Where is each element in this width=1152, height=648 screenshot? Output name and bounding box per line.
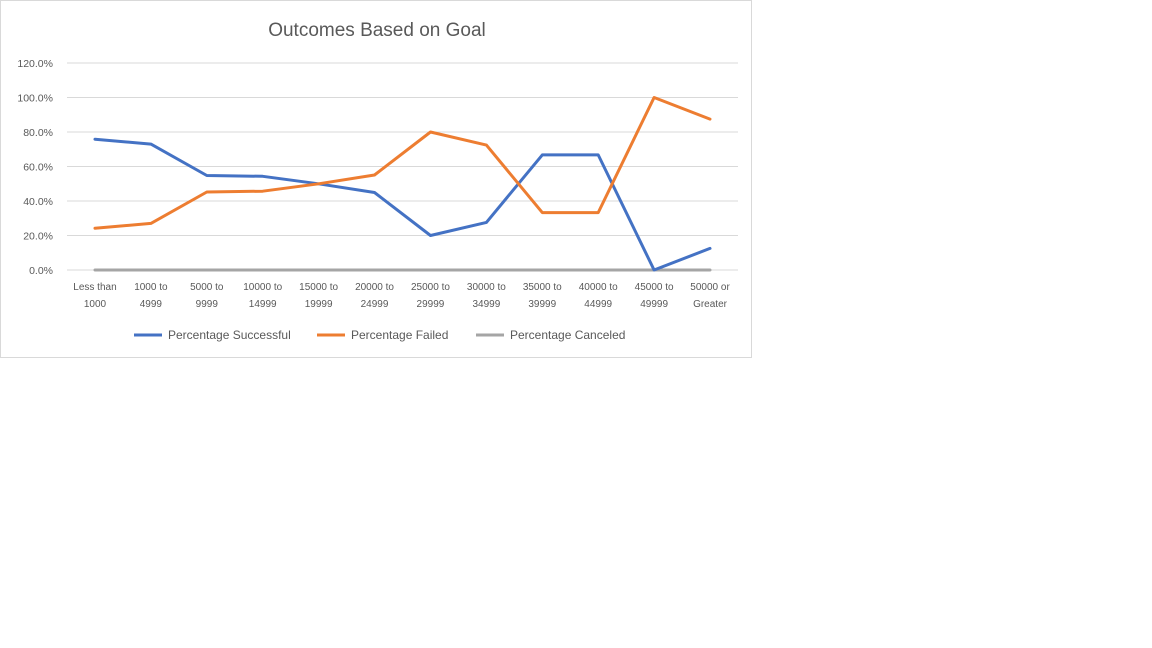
- line-chart: Outcomes Based on Goal 0.0% 20.0% 40.0% 60.…: [17, 20, 738, 342]
- x-axis-categories: Less than 1000 1000 to 4999 5000 to 9999 10000…: [73, 282, 730, 310]
- x-category-label: 30000 to 34999: [467, 282, 506, 310]
- x-category-label: 35000 to 39999: [523, 282, 562, 310]
- chart-title: Outcomes Based on Goal: [268, 20, 486, 41]
- gridlines: [67, 62, 738, 271]
- y-tick-label: 60.0%: [23, 162, 53, 174]
- series-line-percentage-successful: [93, 137, 712, 272]
- y-tick-label: 80.0%: [23, 127, 53, 139]
- legend-item: Percentage Successful: [134, 328, 291, 342]
- legend-item: Percentage Failed: [317, 328, 448, 342]
- x-category-label: 1000 to 4999: [134, 282, 168, 310]
- x-category-label: 50000 or Greater: [690, 282, 730, 310]
- x-category-label: Less than 1000: [73, 282, 116, 310]
- series-line-percentage-failed: [93, 96, 712, 230]
- x-category-label: 45000 to 49999: [635, 282, 674, 310]
- x-category-label: 15000 to 19999: [299, 282, 338, 310]
- series-lines: [93, 96, 712, 272]
- legend-label: Percentage Failed: [351, 328, 448, 342]
- x-category-label: 5000 to 9999: [190, 282, 224, 310]
- legend-label: Percentage Canceled: [510, 328, 625, 342]
- legend-label: Percentage Successful: [168, 328, 291, 342]
- y-tick-label: 120.0%: [17, 58, 53, 70]
- x-category-label: 10000 to 14999: [243, 282, 282, 310]
- legend-item: Percentage Canceled: [476, 328, 625, 342]
- chart-container: Outcomes Based on Goal 0.0% 20.0% 40.0% 60.…: [0, 0, 752, 358]
- y-tick-label: 0.0%: [29, 265, 53, 277]
- y-tick-label: 40.0%: [23, 196, 53, 208]
- x-category-label: 20000 to 24999: [355, 282, 394, 310]
- y-tick-label: 100.0%: [17, 93, 53, 105]
- y-tick-label: 20.0%: [23, 231, 53, 243]
- legend: Percentage Successful Percentage Failed Pe…: [134, 328, 625, 342]
- y-axis-ticks: 0.0% 20.0% 40.0% 60.0% 80.0% 100.0% 120.0%: [17, 58, 53, 277]
- x-category-label: 25000 to 29999: [411, 282, 450, 310]
- x-category-label: 40000 to 44999: [579, 282, 618, 310]
